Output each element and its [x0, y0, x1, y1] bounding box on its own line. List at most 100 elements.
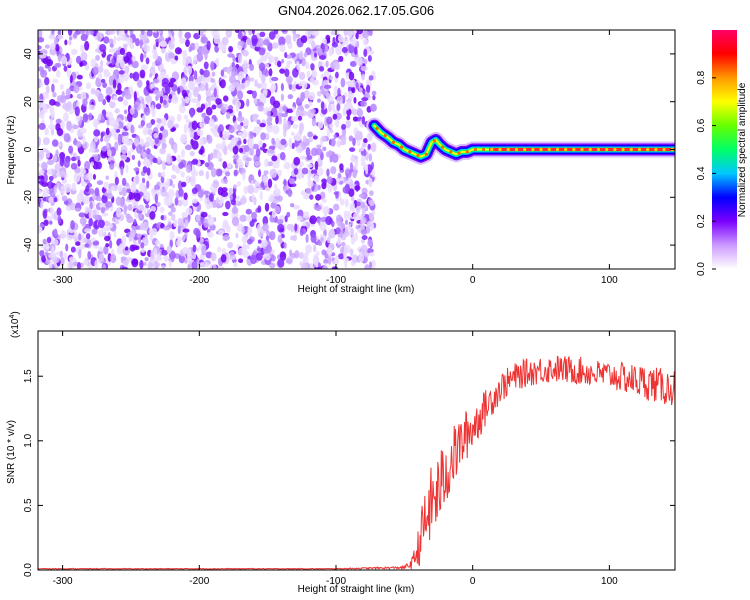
noise-speck — [103, 245, 109, 255]
noise-speck — [171, 174, 177, 180]
noise-speck — [170, 77, 176, 83]
noise-speck — [273, 56, 279, 62]
noise-speck — [311, 70, 318, 78]
noise-speck — [282, 105, 287, 112]
noise-speck — [70, 48, 78, 56]
noise-speck — [131, 60, 139, 69]
noise-speck — [305, 233, 309, 243]
noise-speck — [105, 86, 113, 96]
noise-speck — [313, 266, 321, 269]
noise-speck — [258, 62, 266, 72]
noise-speck — [161, 142, 167, 149]
noise-speck — [315, 262, 319, 268]
noise-speck — [178, 37, 186, 44]
noise-speck — [100, 137, 104, 142]
noise-speck — [253, 196, 257, 206]
noise-speck — [193, 70, 198, 81]
noise-speck — [225, 112, 231, 120]
ridge-dot — [547, 147, 551, 152]
noise-speck — [209, 224, 216, 231]
noise-speck — [169, 231, 175, 240]
noise-speck — [243, 144, 250, 153]
noise-speck — [360, 213, 365, 223]
noise-speck — [290, 84, 298, 92]
noise-speck — [128, 191, 133, 201]
noise-speck — [273, 30, 279, 35]
noise-speck — [297, 115, 302, 121]
noise-speck — [317, 120, 324, 129]
noise-speck — [45, 149, 51, 159]
noise-speck — [171, 94, 179, 105]
noise-speck — [84, 228, 91, 233]
noise-speck — [57, 215, 62, 224]
noise-speck — [256, 119, 261, 125]
colorbar-tick-label: 0.8 — [696, 70, 707, 84]
noise-speck — [266, 123, 273, 133]
noise-speck — [103, 70, 111, 78]
ridge-dot — [441, 145, 445, 149]
noise-speck — [245, 98, 250, 107]
noise-speck — [272, 42, 279, 49]
snr-y-multiplier: (x104) — [9, 311, 21, 338]
noise-speck — [145, 57, 150, 65]
noise-speck — [79, 30, 86, 35]
spectrogram-y-ticks: -40 -20 0 20 40 — [23, 48, 675, 252]
noise-speck — [284, 68, 290, 78]
noise-speck — [145, 203, 150, 209]
noise-speck — [308, 91, 316, 101]
noise-speck — [253, 99, 258, 105]
noise-speck — [341, 123, 347, 130]
noise-speck — [131, 181, 137, 188]
noise-speck — [196, 99, 201, 110]
noise-speck — [200, 103, 206, 110]
noise-speck — [147, 128, 153, 136]
noise-speck — [268, 31, 276, 40]
noise-speck — [352, 137, 356, 147]
noise-speck — [237, 54, 243, 64]
noise-speck — [335, 45, 343, 56]
snr-x-tick-label: -200 — [189, 576, 209, 587]
noise-speck — [311, 118, 317, 127]
noise-speck — [294, 223, 298, 232]
noise-speck — [199, 68, 204, 75]
noise-speck — [160, 215, 164, 221]
noise-speck — [51, 30, 55, 35]
noise-speck — [49, 220, 53, 225]
noise-speck — [84, 243, 90, 248]
ridge-dot — [564, 147, 568, 152]
noise-speck — [139, 259, 144, 269]
noise-speck — [302, 222, 307, 227]
noise-speck — [318, 54, 327, 60]
snr-y-ticks: 0.0 0.5 1.0 1.5 — [23, 369, 675, 577]
noise-speck — [120, 145, 128, 155]
noise-speck — [56, 128, 64, 137]
noise-speck — [355, 56, 363, 66]
noise-speck — [212, 179, 220, 189]
noise-speck — [153, 132, 159, 139]
noise-speck — [244, 80, 250, 88]
noise-speck — [208, 193, 214, 202]
noise-speck — [83, 237, 88, 244]
noise-speck — [292, 106, 296, 112]
noise-speck — [233, 262, 238, 268]
noise-speck — [168, 40, 172, 48]
noise-speck — [124, 30, 128, 34]
noise-speck — [143, 52, 147, 59]
noise-speck — [184, 144, 193, 151]
snr-y-multiplier-close: ) — [10, 311, 21, 314]
noise-speck — [321, 182, 327, 190]
noise-speck — [48, 66, 52, 72]
noise-speck — [146, 180, 150, 189]
noise-speck — [345, 119, 351, 129]
noise-speck — [239, 214, 247, 223]
noise-speck — [275, 33, 281, 39]
ridge-dot — [473, 147, 478, 152]
noise-speck — [115, 196, 122, 206]
noise-speck — [355, 130, 363, 140]
noise-speck — [173, 144, 178, 154]
noise-speck — [133, 91, 137, 102]
noise-speck — [203, 61, 209, 70]
noise-speck — [263, 170, 269, 175]
noise-speck — [232, 55, 236, 63]
